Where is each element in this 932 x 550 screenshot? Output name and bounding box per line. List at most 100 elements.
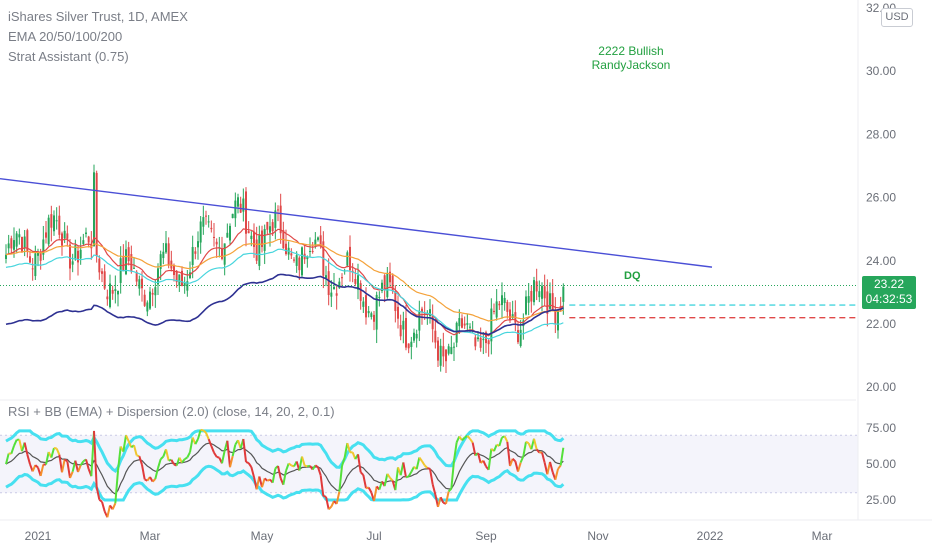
candle-body <box>10 238 13 249</box>
candle-body <box>61 233 63 246</box>
candle-body <box>338 281 341 289</box>
ema-line-200 <box>5 273 564 336</box>
rsi-segment <box>421 460 426 466</box>
candle-body <box>503 297 506 304</box>
candle-body <box>341 277 343 279</box>
currency-button[interactable]: USD <box>881 8 913 27</box>
candle-body <box>311 250 314 252</box>
candle-body <box>413 332 415 341</box>
candle-body <box>415 333 418 339</box>
rsi-segment <box>242 438 247 463</box>
rsi-segment <box>325 496 330 510</box>
candle-body <box>285 243 287 255</box>
candle-body <box>21 236 23 253</box>
rsi-segment <box>343 442 349 458</box>
candle-body <box>117 290 119 295</box>
rsi-segment <box>482 460 487 467</box>
candle-body <box>365 295 367 318</box>
rsi-segment <box>461 436 466 442</box>
rsi-segment <box>98 498 103 503</box>
rsi-segment <box>317 466 322 476</box>
rsi-segment <box>125 434 130 442</box>
candle-body <box>373 314 375 322</box>
rsi-segment <box>159 455 165 460</box>
candle-body <box>447 346 450 354</box>
time-tick-label: Jul <box>366 529 381 543</box>
rsi-segment <box>405 475 409 479</box>
candle-body <box>493 310 495 312</box>
candle-body <box>39 252 42 261</box>
candle-body <box>357 275 359 290</box>
candle-body <box>461 318 463 328</box>
rsi-segment <box>122 435 127 452</box>
rsi-segment <box>477 452 482 464</box>
rsi-segment <box>402 462 407 478</box>
candle-body <box>87 236 90 243</box>
rsi-segment <box>445 491 450 504</box>
candle-body <box>141 278 143 289</box>
rsi-segment <box>394 467 399 491</box>
rsi-segment <box>181 458 186 464</box>
rsi-segment <box>154 467 159 480</box>
candle-body <box>69 244 71 269</box>
rsi-bb-upper <box>5 429 565 473</box>
candle-body <box>127 247 130 262</box>
candle-body <box>63 230 66 239</box>
candle-body <box>450 347 453 354</box>
candle-body <box>162 251 165 259</box>
candle-body <box>82 240 85 245</box>
time-tick-label: Mar <box>140 529 161 543</box>
candle-body <box>130 254 133 272</box>
rsi-segment <box>197 429 202 440</box>
ema-line-100 <box>5 248 564 340</box>
candle-body <box>554 310 557 324</box>
rsi-segment <box>290 464 295 468</box>
rsi-segment <box>95 486 101 500</box>
legend-rsi: RSI + BB (EMA) + Dispersion (2.0) (close… <box>8 404 335 419</box>
candle-body <box>421 308 423 313</box>
candle-body <box>346 252 349 266</box>
candle-body <box>101 271 103 274</box>
legend-strat: Strat Assistant (0.75) <box>8 49 129 64</box>
candle-body <box>490 308 493 342</box>
rsi-segment <box>335 491 341 505</box>
candle-body <box>202 217 205 227</box>
candle-body <box>138 279 141 289</box>
rsi-segment <box>106 505 111 518</box>
candle-body <box>55 220 58 222</box>
rsi-segment <box>101 501 106 512</box>
candle-body <box>159 254 162 269</box>
rsi-segment <box>79 460 85 466</box>
candle-body <box>143 294 146 306</box>
candle-body <box>199 221 202 243</box>
candle-body <box>349 246 351 271</box>
candle-body <box>77 250 79 263</box>
candle-body <box>205 215 207 217</box>
candle-body <box>439 345 442 366</box>
strat-annotation: 2222 Bullish RandyJackson <box>588 44 674 72</box>
rsi-segment <box>213 452 218 458</box>
rsi-segment <box>69 471 74 479</box>
rsi-segment <box>207 438 213 447</box>
rsi-segment <box>450 460 455 489</box>
rsi-segment <box>114 470 119 504</box>
rsi-segment <box>498 437 503 447</box>
candle-body <box>186 281 189 291</box>
candle-body <box>245 191 247 234</box>
rsi-segment <box>389 477 394 482</box>
candle-body <box>71 261 74 265</box>
candle-body <box>538 291 541 298</box>
candle-body <box>525 296 527 315</box>
candle-body <box>317 237 319 240</box>
legend-symbol: iShares Silver Trust, 1D, AMEX <box>8 9 188 24</box>
candle-body <box>330 292 333 297</box>
candle-body <box>354 278 357 284</box>
last-price-tag: 23.22 04:32:53 <box>862 276 916 309</box>
candle-body <box>253 231 255 247</box>
rsi-segment <box>64 458 68 463</box>
candle-body <box>122 257 125 272</box>
candle-body <box>255 239 258 261</box>
candle-body <box>31 268 34 270</box>
